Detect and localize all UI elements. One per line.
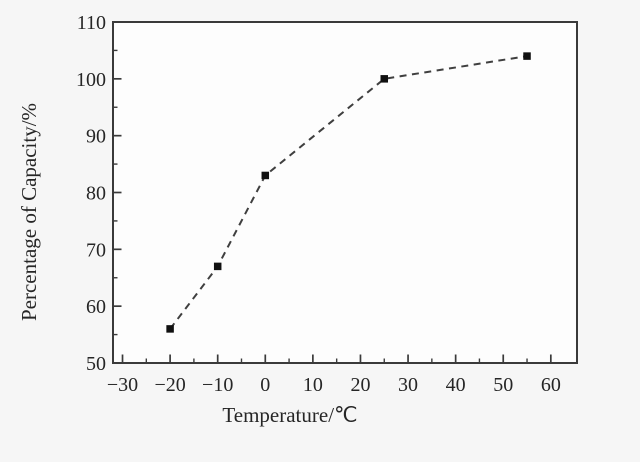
x-tick-label: 20 — [350, 374, 370, 396]
y-tick-label: 70 — [86, 239, 106, 261]
y-axis-title: Percentage of Capacity/% — [17, 103, 41, 321]
y-tick-label: 50 — [86, 353, 106, 375]
data-point-marker — [213, 262, 222, 271]
x-tick-label: 60 — [541, 374, 561, 396]
plot-layer: −30 −20 −10 0 10 20 30 40 50 60 50 60 70 80 90 100 110 — [76, 12, 578, 396]
y-tick-label: 110 — [77, 12, 106, 34]
x-axis-title: Temperature/℃ — [222, 403, 357, 427]
y-tick-label: 100 — [76, 69, 106, 91]
x-tick-label: −10 — [202, 374, 233, 396]
data-point-marker — [523, 52, 531, 60]
x-tick-label: 30 — [398, 374, 418, 396]
data-point-marker — [380, 75, 389, 83]
y-tick-label: 90 — [86, 126, 106, 148]
y-tick-label: 80 — [86, 183, 106, 205]
x-tick-label: −30 — [107, 374, 138, 396]
plot-frame — [112, 21, 578, 364]
y-tick-label: 60 — [86, 296, 106, 318]
data-point-marker — [166, 325, 174, 333]
x-tick-label: 0 — [260, 374, 270, 396]
x-tick-label: 10 — [303, 374, 323, 396]
x-tick-label: 40 — [446, 374, 466, 396]
data-point-marker — [261, 171, 270, 180]
plot-area-background — [113, 22, 577, 363]
x-tick-label: 50 — [493, 374, 513, 396]
x-tick-label: −20 — [154, 374, 185, 396]
